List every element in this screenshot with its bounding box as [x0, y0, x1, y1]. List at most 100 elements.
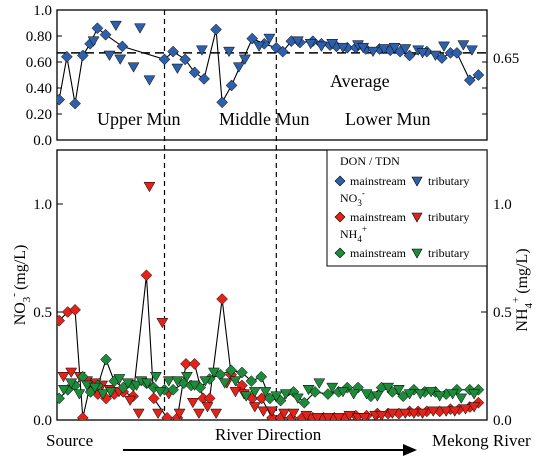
top-point-s1-5 — [134, 23, 146, 34]
bottom-point-s1-12 — [156, 318, 169, 329]
bottom-point-s1-24 — [266, 406, 278, 417]
top-point-s1-26 — [416, 48, 429, 59]
bottom-right-y-tick-label-0: 0.0 — [493, 413, 512, 429]
bottom-point-s0-2 — [69, 303, 81, 316]
bottom-point-s1-31 — [343, 410, 356, 420]
bottom-point-s1-14 — [173, 408, 186, 420]
bottom-point-s0-17 — [203, 392, 216, 405]
top-point-s0-12 — [198, 73, 210, 85]
bottom-point-s1-37 — [399, 408, 412, 420]
bottom-point-s3-21 — [229, 376, 242, 387]
top-point-s0-38 — [472, 69, 485, 81]
bottom-point-s2-20 — [236, 366, 248, 379]
bottom-point-s3-4 — [88, 382, 101, 394]
bottom-point-s1-30 — [332, 413, 345, 420]
top-point-s1-14 — [291, 36, 304, 47]
bottom-point-s1-27 — [300, 410, 313, 420]
bottom-point-s2-28 — [322, 388, 334, 400]
top-point-s1-29 — [457, 40, 470, 51]
bottom-point-s3-33 — [360, 389, 373, 400]
bottom-point-s3-15 — [171, 376, 184, 387]
top-point-s1-8 — [195, 45, 208, 56]
legend-label-nh4-trib: tributary — [428, 246, 469, 260]
bottom-point-s3-12 — [149, 372, 162, 383]
top-point-s1-27 — [429, 50, 442, 61]
bottom-point-s1-18 — [210, 408, 223, 420]
bottom-point-s3-17 — [188, 380, 201, 391]
top-point-s0-34 — [435, 52, 448, 64]
top-y-tick-label-3: 0.60 — [26, 55, 52, 71]
bottom-point-s3-16 — [180, 372, 193, 383]
top-point-s1-0 — [87, 36, 100, 47]
top-point-s1-7 — [171, 63, 184, 74]
bottom-point-s3-27 — [291, 393, 304, 404]
top-point-s1-11 — [238, 54, 251, 65]
top-point-s0-0 — [57, 93, 66, 106]
top-point-s1-1 — [103, 50, 116, 61]
bottom-point-s2-0 — [57, 392, 66, 405]
bottom-point-s3-2 — [73, 389, 86, 400]
bottom-point-s3-24 — [259, 387, 272, 398]
bottom-point-s3-34 — [371, 391, 384, 402]
left-axis-label: NO3-(mg/L) — [8, 245, 33, 326]
top-point-s0-9 — [167, 45, 179, 58]
legend-marker-don-trib — [411, 176, 423, 187]
bottom-right-y-tick-label-2: 1.0 — [493, 197, 512, 213]
bottom-y-tick-label-1: 0.5 — [33, 305, 52, 321]
legend-marker-nh4-trib — [411, 248, 423, 259]
bottom-point-s3-18 — [199, 376, 212, 387]
top-point-s1-16 — [315, 41, 328, 52]
top-point-s1-23 — [388, 42, 401, 54]
bottom-point-s3-13 — [154, 387, 167, 398]
bottom-point-s3-28 — [302, 385, 315, 396]
legend-marker-nh4-main — [334, 247, 346, 259]
region-divider-lines — [163, 10, 277, 420]
bottom-point-s2-13 — [167, 383, 179, 396]
top-point-s1-17 — [326, 39, 339, 50]
bottom-point-s3-31 — [337, 387, 349, 398]
region-label-upper: Upper Mun — [97, 109, 181, 129]
top-point-s0-11 — [188, 66, 201, 79]
bottom-point-s3-41 — [446, 389, 459, 400]
bottom-point-s1-11 — [152, 408, 164, 420]
bottom-point-s1-42 — [448, 406, 461, 417]
bottom-point-s1-35 — [375, 410, 388, 420]
bottom-point-s1-10 — [143, 181, 156, 193]
top-point-s1-15 — [304, 39, 317, 50]
bottom-point-s1-39 — [416, 408, 429, 420]
legend-label-no3-trib: tributary — [428, 210, 469, 224]
top-y-tick-label-5: 1.0 — [33, 3, 52, 19]
top-point-s0-10 — [179, 53, 191, 66]
top-point-s1-18 — [337, 42, 349, 54]
region-label-lower: Lower Mun — [345, 109, 430, 129]
top-y-tick-label-1: 0.20 — [26, 107, 52, 123]
top-point-s1-4 — [127, 62, 140, 73]
bottom-point-s3-42 — [455, 393, 468, 404]
bottom-point-s3-23 — [248, 387, 261, 398]
bottom-y-tick-label-2: 1.0 — [33, 197, 52, 213]
top-point-s1-12 — [253, 41, 266, 52]
bottom-point-s1-40 — [427, 406, 440, 417]
bottom-point-s3-14 — [162, 376, 175, 387]
river-direction-arrowhead — [403, 444, 417, 456]
bottom-point-s2-6 — [100, 353, 112, 366]
bottom-point-s3-43 — [468, 389, 481, 400]
bottom-point-s1-26 — [287, 408, 300, 420]
bottom-point-s3-8 — [122, 378, 134, 389]
top-point-s1-24 — [399, 44, 412, 55]
top-point-s0-7 — [116, 40, 129, 53]
top-point-s1-21 — [367, 46, 379, 58]
bottom-point-s2-26 — [298, 396, 311, 409]
bottom-point-s1-25 — [278, 408, 290, 420]
top-point-s0-8 — [158, 53, 171, 66]
bottom-point-s3-5 — [97, 389, 109, 400]
top-point-s1-22 — [377, 44, 390, 55]
top-point-s0-2 — [69, 97, 81, 110]
bottom-point-s3-19 — [208, 367, 220, 378]
bottom-point-s3-40 — [433, 391, 446, 402]
bottom-point-s0-0 — [57, 314, 66, 327]
bottom-point-s1-0 — [57, 372, 70, 383]
top-point-s0-16 — [246, 32, 259, 45]
top-y-ticks: 0.0 0.20 0.40 0.60 0.80 1.0 — [26, 3, 487, 149]
